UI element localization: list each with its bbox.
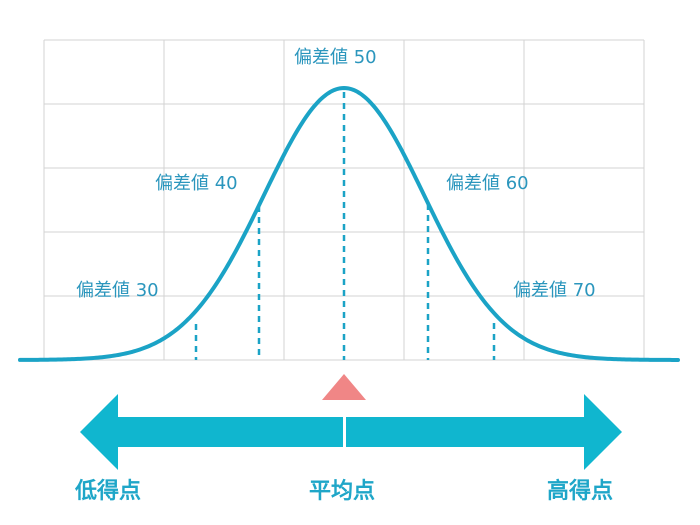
mean-triangle-marker: [322, 374, 366, 400]
deviation-label-70: 偏差値 70: [513, 280, 596, 301]
deviation-label-30: 偏差値 30: [76, 280, 159, 301]
deviation-markers: [194, 92, 496, 360]
deviation-label-40: 偏差値 40: [155, 173, 238, 194]
deviation-label-50: 偏差値 50: [294, 47, 377, 68]
mean-score-label: 平均点: [309, 478, 375, 504]
score-range-arrow: [80, 394, 622, 470]
arrow-right-half: [346, 394, 622, 470]
grid: [43, 39, 645, 361]
bell-curve: [18, 85, 680, 362]
high-score-label: 高得点: [547, 478, 613, 504]
deviation-label-60: 偏差値 60: [446, 173, 529, 194]
low-score-label: 低得点: [74, 478, 141, 504]
arrow-left-half: [80, 394, 343, 470]
